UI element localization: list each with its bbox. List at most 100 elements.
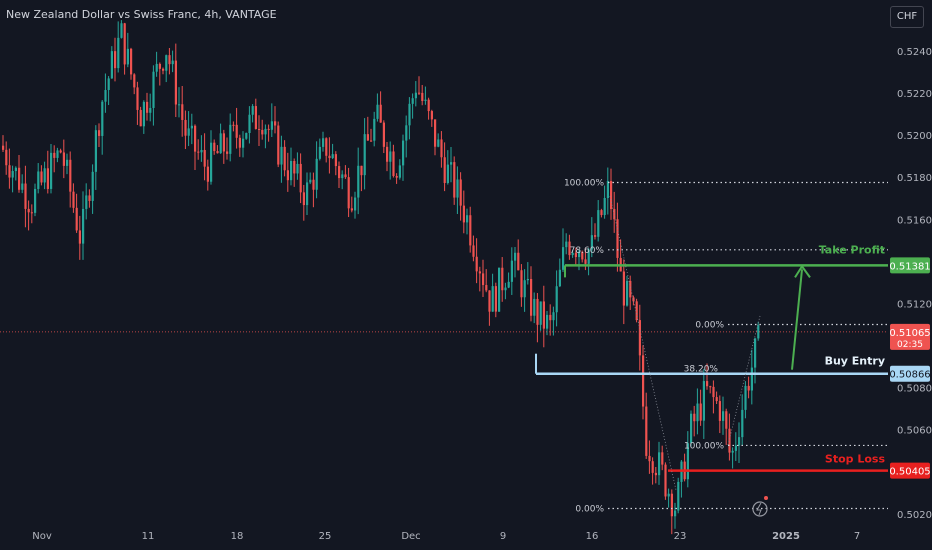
buy-entry-badge-value: 0.50866 bbox=[889, 370, 930, 381]
time-tick-label: 7 bbox=[854, 531, 860, 542]
candle-body bbox=[94, 130, 97, 172]
candle-body bbox=[50, 152, 53, 189]
candle-body bbox=[5, 149, 8, 166]
candle-body bbox=[126, 48, 129, 65]
candle-body bbox=[75, 207, 78, 231]
candle-body bbox=[152, 71, 155, 108]
candle-body bbox=[53, 152, 56, 158]
candle-body bbox=[696, 403, 699, 422]
lightning-icon-glyph bbox=[756, 502, 762, 516]
candle-body bbox=[357, 165, 360, 198]
chart-title: New Zealand Dollar vs Swiss Franc, 4h, V… bbox=[6, 8, 277, 21]
candle-body bbox=[283, 146, 286, 171]
candle-body bbox=[62, 152, 65, 166]
candle-body bbox=[248, 114, 251, 134]
candle-body bbox=[498, 267, 501, 312]
candle-body bbox=[168, 55, 171, 65]
candle-body bbox=[699, 403, 702, 421]
buy-entry-badge bbox=[890, 365, 930, 382]
candle-body bbox=[110, 51, 113, 79]
time-tick-label: Nov bbox=[32, 531, 52, 542]
candle-body bbox=[318, 146, 321, 159]
candle-body bbox=[427, 99, 430, 112]
candle-body bbox=[213, 142, 216, 152]
candle-body bbox=[440, 139, 443, 158]
candle-body bbox=[293, 160, 296, 174]
candle-body bbox=[373, 118, 376, 141]
candle-body bbox=[526, 278, 529, 281]
time-tick-label: 16 bbox=[586, 531, 599, 542]
candle-body bbox=[536, 298, 539, 325]
candle-body bbox=[520, 270, 523, 298]
candle-body bbox=[366, 134, 369, 141]
candle-body bbox=[270, 121, 273, 130]
candle-body bbox=[622, 271, 625, 306]
candle-body bbox=[139, 109, 142, 127]
candle-body bbox=[162, 68, 165, 71]
candle-body bbox=[226, 151, 229, 154]
candle-body bbox=[750, 367, 753, 391]
candle-body bbox=[24, 183, 27, 209]
currency-button[interactable]: CHF bbox=[890, 6, 924, 28]
candle-body bbox=[475, 256, 478, 272]
candle-body bbox=[578, 251, 581, 258]
candle-body bbox=[299, 163, 302, 193]
candle-body bbox=[472, 245, 475, 257]
candle-body bbox=[690, 413, 693, 444]
candle-body bbox=[309, 179, 312, 183]
candle-body bbox=[501, 267, 504, 291]
candle-body bbox=[603, 197, 606, 216]
candle-body bbox=[405, 125, 408, 141]
candle-body bbox=[91, 171, 94, 201]
candle-body bbox=[315, 158, 318, 190]
candle-body bbox=[338, 166, 341, 179]
candle-body bbox=[334, 154, 337, 167]
candle-body bbox=[718, 401, 721, 421]
candle-body bbox=[507, 281, 510, 288]
candle-body bbox=[558, 269, 561, 287]
candle-body bbox=[325, 138, 328, 156]
candle-body bbox=[171, 60, 174, 65]
candle-body bbox=[194, 125, 197, 152]
candle-body bbox=[658, 452, 661, 476]
take-profit-label: Take Profit bbox=[819, 243, 885, 256]
candle-body bbox=[210, 142, 213, 182]
candle-body bbox=[712, 386, 715, 398]
candle-body bbox=[731, 450, 734, 453]
candle-body bbox=[280, 146, 283, 165]
candle-body bbox=[539, 301, 542, 325]
candle-body bbox=[626, 280, 629, 306]
candle-body bbox=[347, 177, 350, 209]
candle-body bbox=[597, 210, 600, 237]
candle-body bbox=[133, 74, 136, 88]
projection-arrow bbox=[791, 269, 803, 370]
candle-body bbox=[322, 138, 325, 147]
candle-body bbox=[645, 406, 648, 456]
candle-body bbox=[398, 165, 401, 178]
candle-body bbox=[184, 119, 187, 136]
candle-body bbox=[136, 87, 139, 110]
candle-body bbox=[754, 338, 757, 368]
candle-body bbox=[728, 428, 731, 453]
candle-body bbox=[408, 103, 411, 126]
candle-body bbox=[587, 249, 590, 264]
fib-upper-label: 0.00% bbox=[695, 320, 724, 330]
candle-body bbox=[341, 174, 344, 179]
candle-body bbox=[434, 119, 437, 147]
candle-body bbox=[581, 251, 584, 260]
candle-body bbox=[693, 413, 696, 422]
candle-body bbox=[11, 171, 14, 178]
candle-body bbox=[530, 278, 533, 316]
candle-body bbox=[485, 285, 488, 291]
candle-body bbox=[494, 286, 497, 312]
candle-body bbox=[555, 286, 558, 313]
candle-body bbox=[411, 98, 414, 104]
time-axis[interactable]: Nov 11 18 25 Dec 9 16 23 2025 7 bbox=[32, 531, 860, 542]
fib-lower-label: 100.00% bbox=[684, 441, 724, 451]
candle-body bbox=[114, 51, 117, 69]
